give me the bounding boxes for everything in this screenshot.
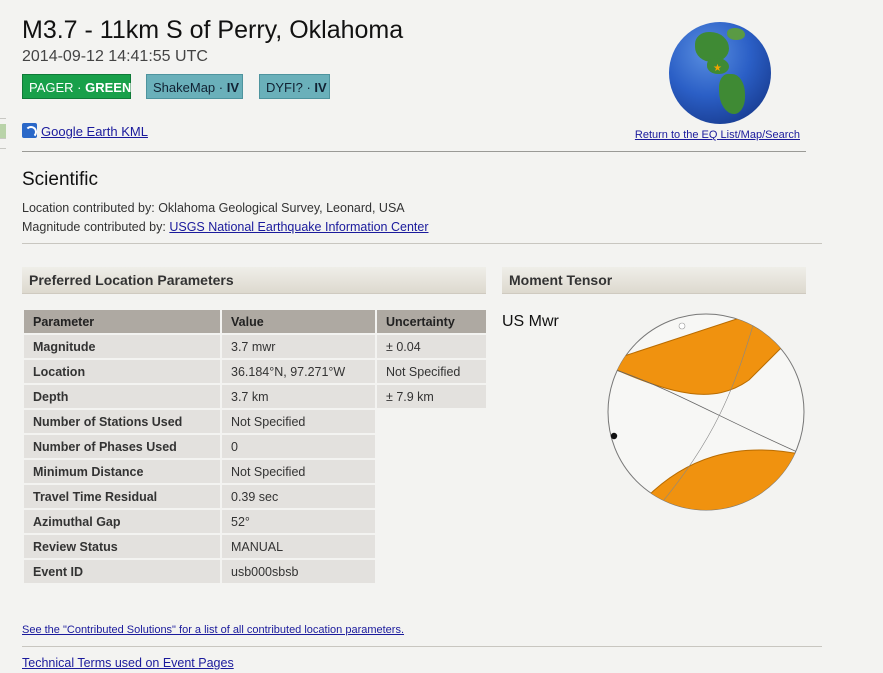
divider [22, 151, 806, 152]
dyfi-badge[interactable]: DYFI? · IV [259, 74, 330, 99]
table-row: Travel Time Residual 0.39 sec [24, 485, 486, 508]
contributed-solutions-link[interactable]: See the "Contributed Solutions" for a li… [22, 624, 405, 636]
event-title: M3.7 - 11km S of Perry, Oklahoma [22, 16, 404, 44]
nodal-plane-1 [615, 369, 804, 456]
beachball-diagram [607, 313, 805, 511]
neic-link[interactable]: USGS National Earthquake Information Cen… [169, 220, 429, 234]
table-header-row: Parameter Value Uncertainty [24, 310, 486, 333]
table-row: Minimum Distance Not Specified [24, 460, 486, 483]
moment-tensor-label: US Mwr [502, 313, 559, 330]
moment-tensor-header: Moment Tensor [502, 267, 806, 294]
t-axis-point [678, 322, 686, 330]
eq-list-link[interactable]: Return to the EQ List/Map/Search [634, 129, 800, 141]
table-row: Azimuthal Gap 52° [24, 510, 486, 533]
p-axis-point [610, 432, 618, 440]
magnitude-contributor: Magnitude contributed by: USGS National … [22, 220, 429, 234]
location-contributor: Location contributed by: Oklahoma Geolog… [22, 201, 405, 215]
location-params-header: Preferred Location Parameters [22, 267, 486, 294]
table-row: Magnitude 3.7 mwr ± 0.04 [24, 335, 486, 358]
scientific-heading: Scientific [22, 169, 99, 190]
col-value: Value [222, 310, 375, 333]
divider [22, 646, 822, 647]
table-row: Number of Phases Used 0 [24, 435, 486, 458]
left-edge-decor [0, 118, 6, 158]
table-row: Review Status MANUAL [24, 535, 486, 558]
location-params-table: Parameter Value Uncertainty Magnitude 3.7… [22, 308, 488, 585]
table-row: Number of Stations Used Not Specified [24, 410, 486, 433]
nodal-plane-2 [658, 321, 755, 507]
google-earth-kml-link[interactable]: Google Earth KML [41, 124, 148, 139]
table-row: Depth 3.7 km ± 7.9 km [24, 385, 486, 408]
col-uncertainty: Uncertainty [377, 310, 486, 333]
shakemap-badge[interactable]: ShakeMap · IV [146, 74, 243, 99]
kml-link-row: Google Earth KML [22, 123, 148, 139]
google-earth-icon [22, 123, 37, 138]
pager-badge[interactable]: PAGER · GREEN [22, 74, 131, 99]
divider [22, 243, 822, 244]
table-row: Event ID usb000sbsb [24, 560, 486, 583]
col-parameter: Parameter [24, 310, 220, 333]
technical-terms-link[interactable]: Technical Terms used on Event Pages [22, 656, 234, 670]
event-datetime: 2014-09-12 14:41:55 UTC [22, 48, 208, 65]
globe-epicenter-icon: ★ [669, 22, 771, 124]
table-row: Location 36.184°N, 97.271°W Not Specified [24, 360, 486, 383]
